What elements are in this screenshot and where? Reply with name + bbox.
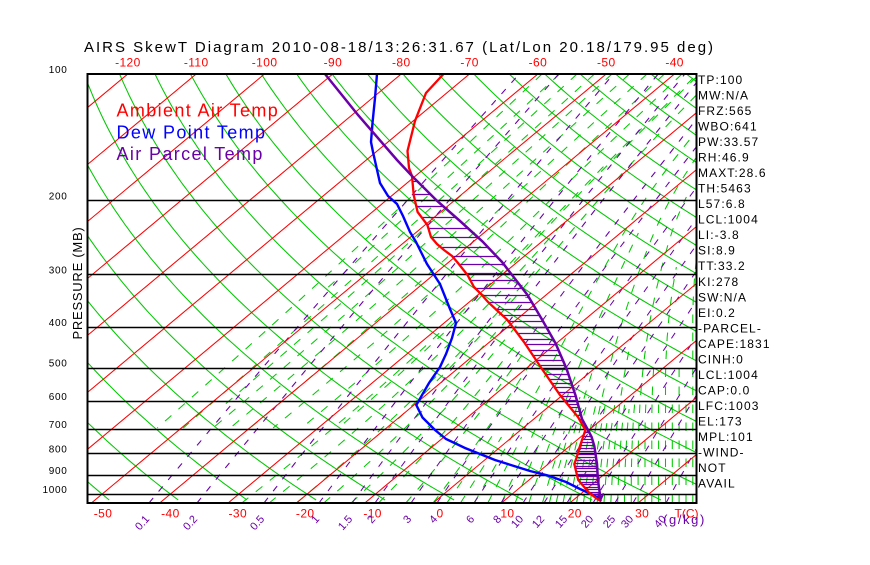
svg-text:WBO:641: WBO:641 <box>698 120 758 134</box>
svg-text:-90: -90 <box>324 56 343 70</box>
svg-text:700: 700 <box>49 420 68 431</box>
svg-text:TT:33.2: TT:33.2 <box>698 259 746 273</box>
svg-text:LFC:1003: LFC:1003 <box>698 399 760 413</box>
svg-text:EI:0.2: EI:0.2 <box>698 306 736 320</box>
svg-text:-100: -100 <box>252 56 278 70</box>
svg-text:-20: -20 <box>296 507 315 521</box>
svg-text:-40: -40 <box>665 56 684 70</box>
svg-text:Dew Point Temp: Dew Point Temp <box>117 122 267 142</box>
svg-text:-10: -10 <box>363 507 382 521</box>
svg-text:NOT: NOT <box>698 461 727 475</box>
svg-text:10: 10 <box>500 507 514 521</box>
svg-text:-WIND-: -WIND- <box>698 446 745 460</box>
svg-text:Ambient Air Temp: Ambient Air Temp <box>117 101 280 121</box>
svg-text:CAP:0.0: CAP:0.0 <box>698 383 750 397</box>
svg-text:-80: -80 <box>392 56 411 70</box>
svg-text:T(C): T(C) <box>675 507 699 521</box>
svg-text:900: 900 <box>49 466 68 477</box>
svg-text:CAPE:1831: CAPE:1831 <box>698 337 771 351</box>
svg-text:-30: -30 <box>229 507 248 521</box>
svg-text:RH:46.9: RH:46.9 <box>698 151 750 165</box>
svg-text:PRESSURE (MB): PRESSURE (MB) <box>70 226 85 339</box>
svg-text:MAXT:28.6: MAXT:28.6 <box>698 166 767 180</box>
svg-text:EL:173: EL:173 <box>698 414 743 428</box>
svg-text:LCL:1004: LCL:1004 <box>698 213 759 227</box>
svg-text:-60: -60 <box>529 56 548 70</box>
svg-text:FRZ:565: FRZ:565 <box>698 104 752 118</box>
svg-text:200: 200 <box>49 192 68 203</box>
svg-text:AIRS SkewT Diagram 2010-08-18/: AIRS SkewT Diagram 2010-08-18/13:26:31.6… <box>84 39 715 56</box>
svg-text:SW:N/A: SW:N/A <box>698 290 747 304</box>
svg-text:TP:100: TP:100 <box>698 73 743 87</box>
svg-text:L57:6.8: L57:6.8 <box>698 197 746 211</box>
svg-text:-PARCEL-: -PARCEL- <box>698 321 762 335</box>
svg-text:300: 300 <box>49 265 68 276</box>
svg-text:AVAIL: AVAIL <box>698 477 736 491</box>
svg-text:TH:5463: TH:5463 <box>698 182 752 196</box>
svg-text:LI:-3.8: LI:-3.8 <box>698 228 740 242</box>
svg-text:-110: -110 <box>184 56 209 70</box>
svg-text:Air Parcel Temp: Air Parcel Temp <box>117 144 264 164</box>
svg-text:MPL:101: MPL:101 <box>698 430 754 444</box>
svg-text:800: 800 <box>49 444 68 455</box>
svg-text:20: 20 <box>568 507 582 521</box>
svg-text:MW:N/A: MW:N/A <box>698 89 749 103</box>
svg-text:1000: 1000 <box>42 485 67 496</box>
svg-text:LCL:1004: LCL:1004 <box>698 368 759 382</box>
svg-text:600: 600 <box>49 392 68 403</box>
svg-text:30: 30 <box>635 507 649 521</box>
svg-text:0: 0 <box>436 507 443 521</box>
svg-text:400: 400 <box>49 318 68 329</box>
svg-text:500: 500 <box>49 359 68 370</box>
svg-text:-70: -70 <box>460 56 479 70</box>
svg-text:(g/kg): (g/kg) <box>663 512 706 527</box>
svg-text:KI:278: KI:278 <box>698 275 739 289</box>
svg-text:-120: -120 <box>115 56 141 70</box>
svg-text:-40: -40 <box>161 507 180 521</box>
svg-text:-50: -50 <box>94 507 113 521</box>
svg-text:-50: -50 <box>597 56 616 70</box>
svg-text:SI:8.9: SI:8.9 <box>698 244 736 258</box>
svg-text:PW:33.57: PW:33.57 <box>698 135 759 149</box>
svg-text:CINH:0: CINH:0 <box>698 352 744 366</box>
svg-text:100: 100 <box>49 65 68 76</box>
